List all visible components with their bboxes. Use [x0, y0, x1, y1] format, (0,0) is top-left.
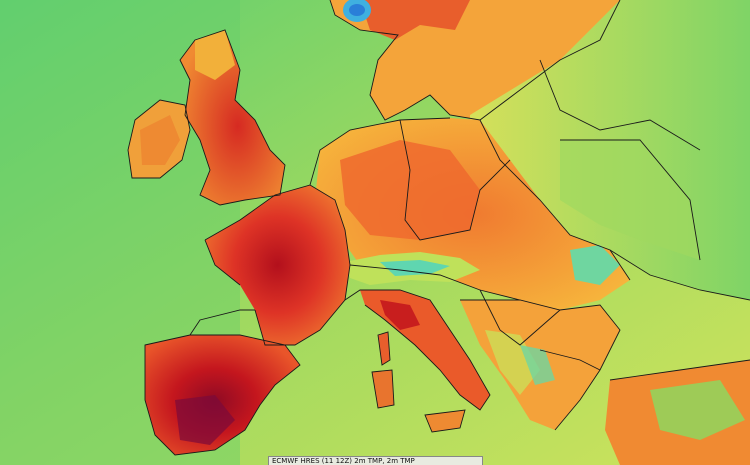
map-caption: ECMWF HRES (11 12Z) 2m TMP, 2m TMP	[268, 456, 483, 465]
island-sardinia	[372, 370, 394, 408]
coastlines-borders	[127, 0, 750, 456]
island-sicily	[425, 410, 465, 432]
region-france	[205, 185, 350, 345]
region-carpathians	[570, 245, 620, 285]
extreme-heat-spot	[175, 395, 235, 445]
